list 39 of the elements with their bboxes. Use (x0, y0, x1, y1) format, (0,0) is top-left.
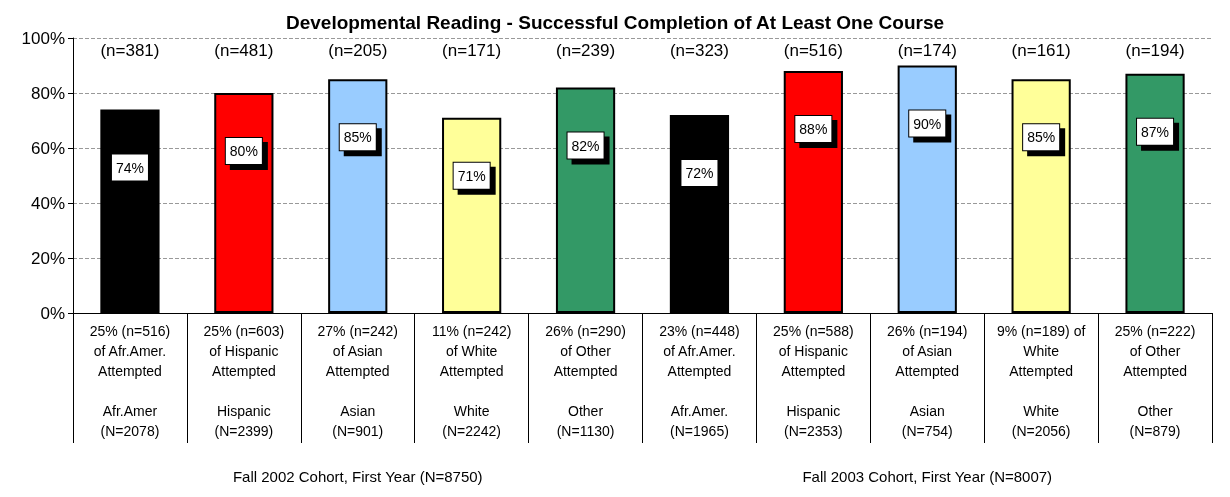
data-label: 71% (457, 167, 486, 184)
annotation: (n=174) (897, 40, 957, 60)
data-label: 85% (343, 129, 372, 146)
data-label: 88% (799, 121, 828, 137)
category-label: 25% (n=516) of Afr.Amer. Attempted Afr.Amer (N=2078) (89, 323, 171, 439)
category-label: 26% (n=290) of Other Attempted Other (N=1130) (545, 323, 626, 439)
annotation: (n=205) (328, 40, 388, 60)
category-label: 9% (n=189) of White Attempted White (N=2056) (996, 323, 1086, 439)
data-label: 87% (1141, 123, 1170, 140)
category-label: 23% (n=448) of Afr.Amer. Attempted Afr.Amer. (N=1965) (659, 323, 740, 439)
y-tick-label: 80% (30, 83, 65, 103)
chart-title: Developmental Reading - Successful Completion of At Least One Course (285, 12, 945, 33)
y-tick-label: 100% (21, 28, 65, 48)
y-tick-label: 0% (40, 303, 65, 323)
annotation: (n=516) (783, 40, 843, 60)
annotation: (n=239) (556, 40, 616, 60)
annotation: (n=161) (1011, 40, 1071, 60)
category-label: 27% (n=242) of Asian Attempted Asian (N=901) (317, 323, 399, 439)
text: Fall 2002 Cohort, First Year (N=8750) (232, 467, 483, 485)
data-label: 80% (229, 143, 258, 159)
annotation: (n=381) (100, 40, 160, 60)
data-label: 82% (571, 137, 600, 154)
data-label: 72% (685, 165, 714, 181)
category-label: 25% (n=603) of Hispanic Attempted Hispanic (N=2399) (203, 323, 285, 439)
data-label: 74% (115, 159, 144, 176)
category-label: 11% (n=242) of White Attempted White (N=2242) (431, 323, 512, 439)
annotation: (n=323) (669, 40, 729, 60)
text: Fall 2003 Cohort, First Year (N=8007) (802, 467, 1053, 485)
category-label: 26% (n=194) of Asian Attempted Asian (N=754) (886, 323, 968, 439)
annotation: (n=481) (214, 40, 274, 60)
category-label: 25% (n=588) of Hispanic Attempted Hispanic (N=2353) (773, 323, 854, 439)
y-tick-label: 60% (30, 138, 65, 158)
annotation: (n=194) (1125, 40, 1185, 60)
data-label: 90% (913, 115, 942, 132)
annotation: (n=171) (442, 40, 502, 60)
category-label: 25% (n=222) of Other Attempted Other (N=879) (1114, 323, 1196, 439)
data-label: 85% (1027, 129, 1056, 146)
y-tick-label: 40% (30, 193, 65, 213)
y-tick-label: 20% (30, 248, 65, 268)
